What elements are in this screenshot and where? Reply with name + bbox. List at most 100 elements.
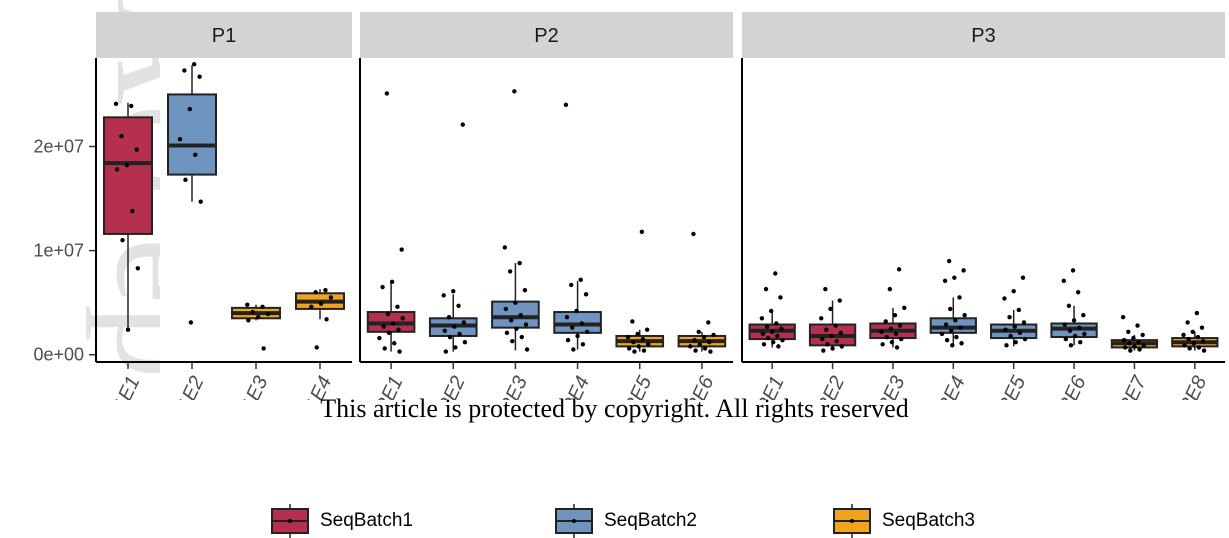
data-point [188,320,194,325]
data-point [318,301,324,306]
data-point [323,287,328,293]
data-point [823,286,828,292]
data-point [504,330,510,336]
data-point [1003,327,1008,332]
box-p2e4 [553,102,602,352]
data-point [957,295,962,300]
box-p3e1 [748,271,796,349]
data-point [1068,343,1074,348]
data-point [571,347,576,352]
data-point [759,316,765,321]
legend-key-seqbatch3 [833,504,871,538]
data-point [250,309,255,315]
data-point [461,320,467,325]
data-point [446,315,452,320]
data-point [125,327,131,332]
facet-strip [360,12,733,58]
box-p3e5 [990,275,1038,348]
data-point [261,346,266,351]
data-point [954,334,959,340]
data-point [893,331,899,337]
data-point [519,334,524,340]
data-point [396,327,401,332]
data-point [1199,325,1205,330]
data-point [1186,336,1191,342]
data-point [692,337,697,343]
data-point [1017,330,1023,336]
data-point [120,237,125,243]
data-point [1141,343,1146,348]
data-point [510,338,515,344]
data-point [819,316,824,321]
data-point [1075,290,1081,295]
data-point [641,348,647,353]
data-point [255,315,261,320]
data-point [395,304,400,310]
data-point [508,318,514,323]
data-point [962,312,967,318]
data-point [1078,340,1083,345]
data-point [1081,312,1086,318]
data-point [392,341,397,346]
legend-item-seqbatch3: SeqBatch3 [832,504,975,538]
facet-strip-label: P1 [212,25,236,47]
data-point [1126,329,1131,335]
data-point [584,329,590,335]
box-p1e2 [167,62,217,325]
data-point [135,266,141,271]
data-point [456,303,461,308]
data-point [1194,310,1200,316]
data-point [1067,328,1073,333]
box-p3e4 [929,258,977,348]
data-point [1182,343,1187,348]
data-point [706,320,711,325]
data-point [626,346,632,351]
data-point [764,324,770,329]
data-point [958,325,963,330]
data-point [1077,325,1082,330]
data-point [193,152,198,158]
data-point [324,317,329,322]
data-point [688,344,693,349]
data-point [177,137,183,142]
data-point [1082,331,1087,337]
data-point [457,331,462,337]
data-point [400,316,405,321]
data-point [769,329,775,335]
data-point [1196,345,1202,350]
data-point [1201,348,1207,353]
data-point [833,323,838,328]
data-point [774,321,779,326]
data-point [636,344,641,349]
data-point [948,306,953,312]
data-point [949,328,954,333]
data-point [451,289,456,294]
data-point [1132,344,1137,349]
data-point [631,340,636,345]
legend-key-seqbatch2 [555,504,593,538]
data-point [1136,340,1141,345]
data-point [701,334,707,340]
y-tick-label: 0e+00 [33,345,84,365]
data-point [397,349,402,354]
data-point [829,333,834,339]
data-point [952,275,957,280]
data-point [894,345,900,350]
data-point [768,308,774,314]
box-p1e1 [103,101,153,332]
data-point [130,208,135,214]
data-point [944,337,950,343]
data-point [119,133,124,139]
data-point [959,341,964,346]
copyright-notice: This article is protected by copyright. … [320,394,909,423]
data-point [381,324,386,329]
data-point [776,344,781,349]
data-point [570,325,575,330]
box-p2e2 [428,122,478,354]
data-point [830,346,835,351]
facet-strip [96,12,352,58]
box-iqr [167,93,217,176]
data-point [246,318,251,323]
